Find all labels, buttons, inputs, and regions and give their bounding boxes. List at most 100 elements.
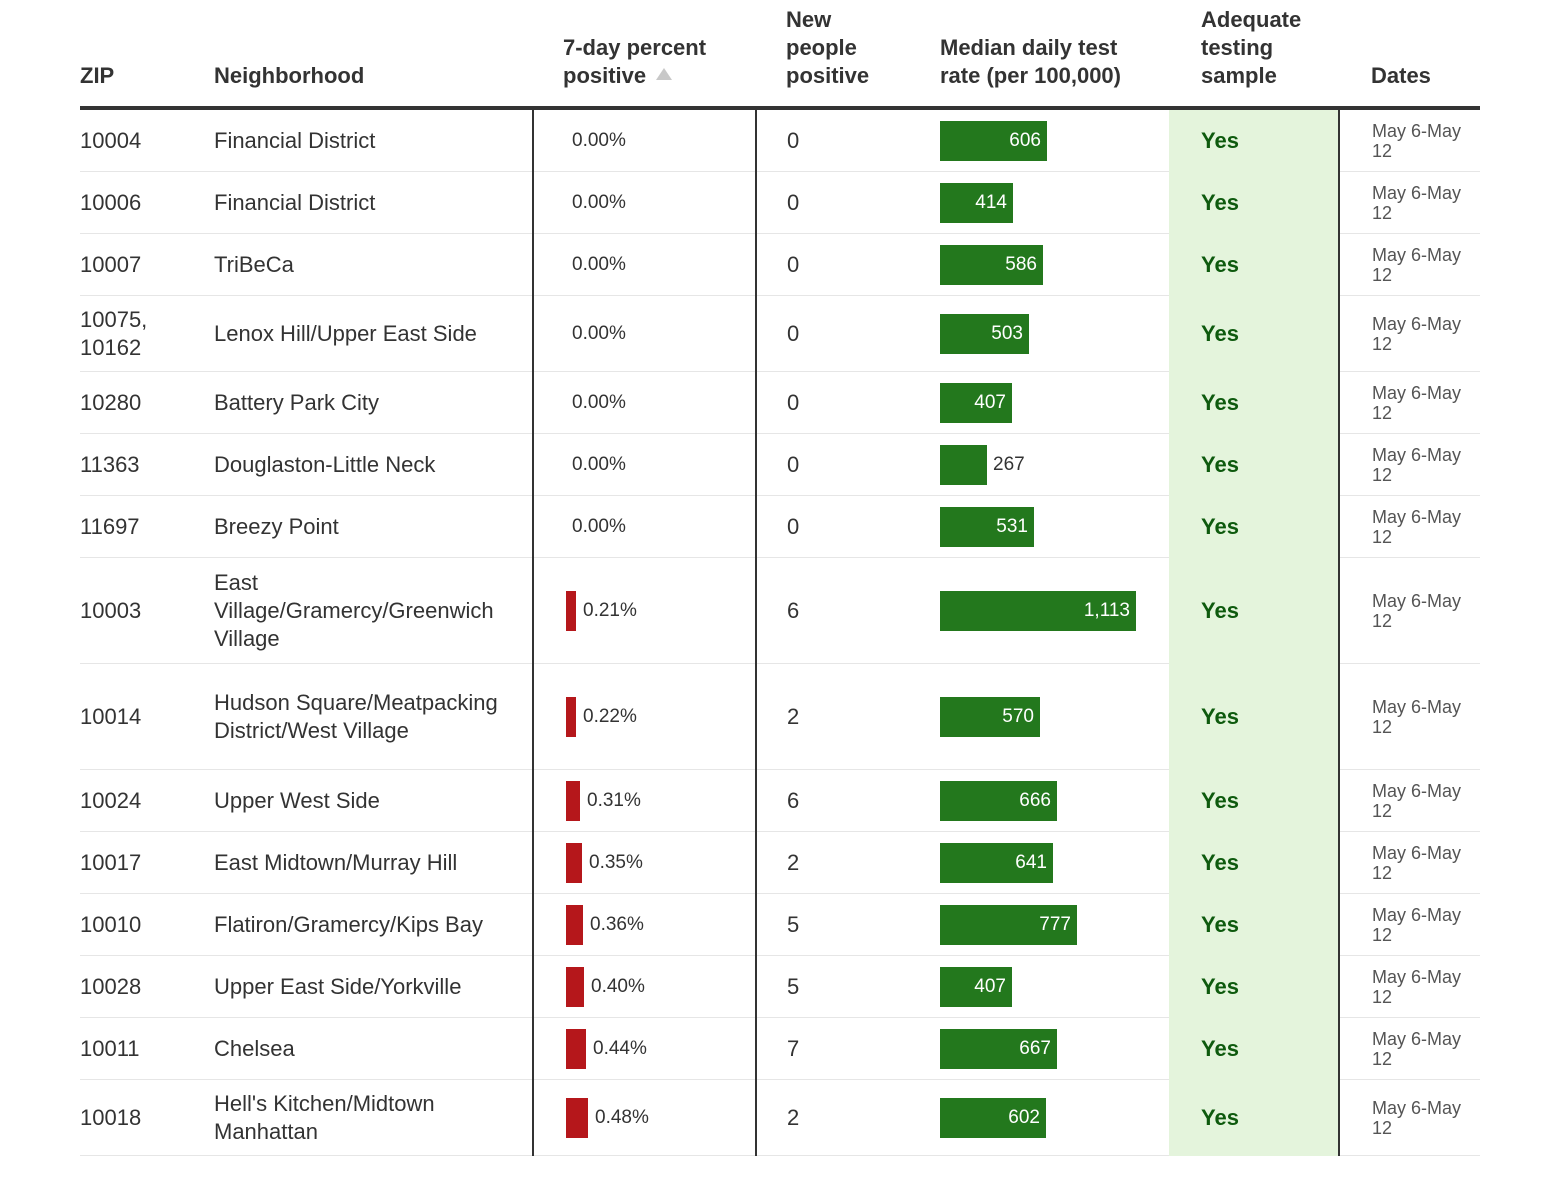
dates-cell: May 6-May 12	[1339, 495, 1480, 558]
percent-positive-wrap: 0.00%	[566, 183, 755, 223]
header-new-positive-label: New people positive	[786, 7, 870, 88]
adequate-cell: Yes	[1169, 663, 1340, 770]
percent-positive-cell: 0.22%	[533, 663, 757, 770]
dates-value: May 6-May 12	[1372, 1097, 1462, 1138]
zip-data-table: ZIP Neighborhood 7-day percent positive …	[80, 0, 1480, 1156]
percent-positive-value: 0.31%	[587, 789, 641, 811]
test-rate-bar: 407	[940, 382, 1012, 423]
percent-positive-wrap: 0.00%	[566, 507, 755, 547]
adequate-cell: Yes	[1169, 1079, 1340, 1156]
new-positive-value: 0	[787, 513, 800, 539]
dates-cell: May 6-May 12	[1339, 433, 1480, 496]
header-adequate[interactable]: Adequate testing sample	[1169, 0, 1339, 108]
adequate-cell: Yes	[1169, 171, 1340, 234]
test-rate-bar: 602	[940, 1097, 1046, 1138]
percent-positive-wrap: 0.00%	[566, 445, 755, 485]
dates-value: May 6-May 12	[1372, 444, 1462, 485]
adequate-cell: Yes	[1169, 955, 1340, 1018]
adequate-value: Yes	[1201, 973, 1239, 999]
test-rate-bar: 667	[940, 1028, 1057, 1069]
percent-positive-cell: 0.00%	[533, 233, 757, 296]
new-positive-cell: 0	[756, 295, 908, 372]
zip-value: 10017	[80, 849, 142, 875]
dates-value: May 6-May 12	[1372, 313, 1462, 354]
neighborhood-cell: Breezy Point	[214, 495, 534, 558]
new-positive-value: 0	[787, 320, 800, 346]
header-dates[interactable]: Dates	[1339, 0, 1480, 108]
neighborhood-value: Douglaston-Little Neck	[214, 451, 436, 477]
zip-value: 10003	[80, 597, 142, 623]
adequate-value: Yes	[1201, 451, 1239, 477]
test-rate-bar: 570	[940, 696, 1040, 737]
table-row: 10018 Hell's Kitchen/Midtown Manhattan 0.4…	[80, 1079, 1480, 1156]
percent-positive-wrap: 0.00%	[566, 121, 755, 161]
table-row: 10007 TriBeCa 0.00% 0 586 Yes May 6-May 12	[80, 233, 1480, 296]
test-rate-value: 667	[1019, 1037, 1051, 1059]
test-rate-cell: 1,113	[908, 557, 1169, 664]
zip-value: 10018	[80, 1104, 142, 1130]
neighborhood-value: Lenox Hill/Upper East Side	[214, 320, 477, 346]
header-dates-label: Dates	[1371, 63, 1431, 88]
test-rate-value: 570	[1002, 705, 1034, 727]
zip-value: 11697	[80, 513, 140, 539]
adequate-value: Yes	[1201, 513, 1239, 539]
zip-value: 10010	[80, 911, 142, 937]
header-zip[interactable]: ZIP	[80, 0, 214, 108]
percent-positive-value: 0.22%	[583, 705, 637, 727]
percent-positive-wrap: 0.21%	[566, 590, 755, 631]
header-neighborhood[interactable]: Neighborhood	[214, 0, 533, 108]
percent-positive-value: 0.40%	[591, 975, 645, 997]
test-rate-cell: 531	[908, 495, 1169, 558]
header-test-rate[interactable]: Median daily test rate (per 100,000)	[908, 0, 1169, 108]
zip-cell: 10004	[80, 108, 214, 172]
adequate-value: Yes	[1201, 911, 1239, 937]
dates-value: May 6-May 12	[1372, 1028, 1462, 1069]
table-row: 10280 Battery Park City 0.00% 0 407 Yes May 6-…	[80, 371, 1480, 434]
test-rate-value: 407	[974, 975, 1006, 997]
percent-positive-cell: 0.40%	[533, 955, 757, 1018]
percent-positive-value: 0.00%	[572, 515, 626, 537]
table-row: 10024 Upper West Side 0.31% 6 666 Yes May 6-Ma…	[80, 769, 1480, 832]
dates-value: May 6-May 12	[1372, 382, 1462, 423]
percent-positive-wrap: 0.00%	[566, 245, 755, 285]
table-body: 10004 Financial District 0.00% 0 606 Yes May 6…	[80, 108, 1480, 1156]
percent-positive-cell: 0.44%	[533, 1017, 757, 1080]
percent-positive-value: 0.00%	[572, 129, 626, 151]
new-positive-value: 2	[787, 703, 800, 729]
table-row: 10010 Flatiron/Gramercy/Kips Bay 0.36% 5 777…	[80, 893, 1480, 956]
percent-positive-cell: 0.00%	[533, 171, 757, 234]
test-rate-cell: 666	[908, 769, 1169, 832]
sort-ascending-icon[interactable]	[656, 68, 673, 80]
new-positive-cell: 0	[756, 495, 908, 558]
new-positive-value: 2	[787, 1104, 800, 1130]
table-row: 10011 Chelsea 0.44% 7 667 Yes May 6-May 12	[80, 1017, 1480, 1080]
adequate-value: Yes	[1201, 703, 1239, 729]
adequate-cell: Yes	[1169, 433, 1340, 496]
adequate-value: Yes	[1201, 787, 1239, 813]
header-new-positive[interactable]: New people positive	[756, 0, 908, 108]
percent-positive-wrap: 0.31%	[566, 780, 755, 821]
test-rate-cell: 641	[908, 831, 1169, 894]
zip-cell: 10028	[80, 955, 214, 1018]
new-positive-cell: 6	[756, 769, 908, 832]
percent-positive-wrap: 0.36%	[566, 904, 755, 945]
percent-positive-bar	[566, 1097, 588, 1138]
new-positive-cell: 7	[756, 1017, 908, 1080]
neighborhood-value: East Village/Gramercy/Greenwich Village	[214, 569, 494, 651]
adequate-cell: Yes	[1169, 233, 1340, 296]
dates-cell: May 6-May 12	[1339, 371, 1480, 434]
adequate-value: Yes	[1201, 251, 1239, 277]
dates-cell: May 6-May 12	[1339, 295, 1480, 372]
test-rate-value: 267	[993, 453, 1025, 475]
percent-positive-wrap: 0.00%	[566, 314, 755, 354]
zip-cell: 11363	[80, 433, 214, 496]
zip-value: 10004	[80, 127, 142, 153]
zip-cell: 10075, 10162	[80, 295, 214, 372]
percent-positive-bar	[566, 842, 582, 883]
neighborhood-value: Upper East Side/Yorkville	[214, 973, 462, 999]
dates-value: May 6-May 12	[1372, 696, 1462, 737]
zip-value: 10075, 10162	[80, 306, 148, 360]
dates-cell: May 6-May 12	[1339, 831, 1480, 894]
header-percent-positive[interactable]: 7-day percent positive	[533, 0, 756, 108]
new-positive-value: 0	[787, 189, 800, 215]
